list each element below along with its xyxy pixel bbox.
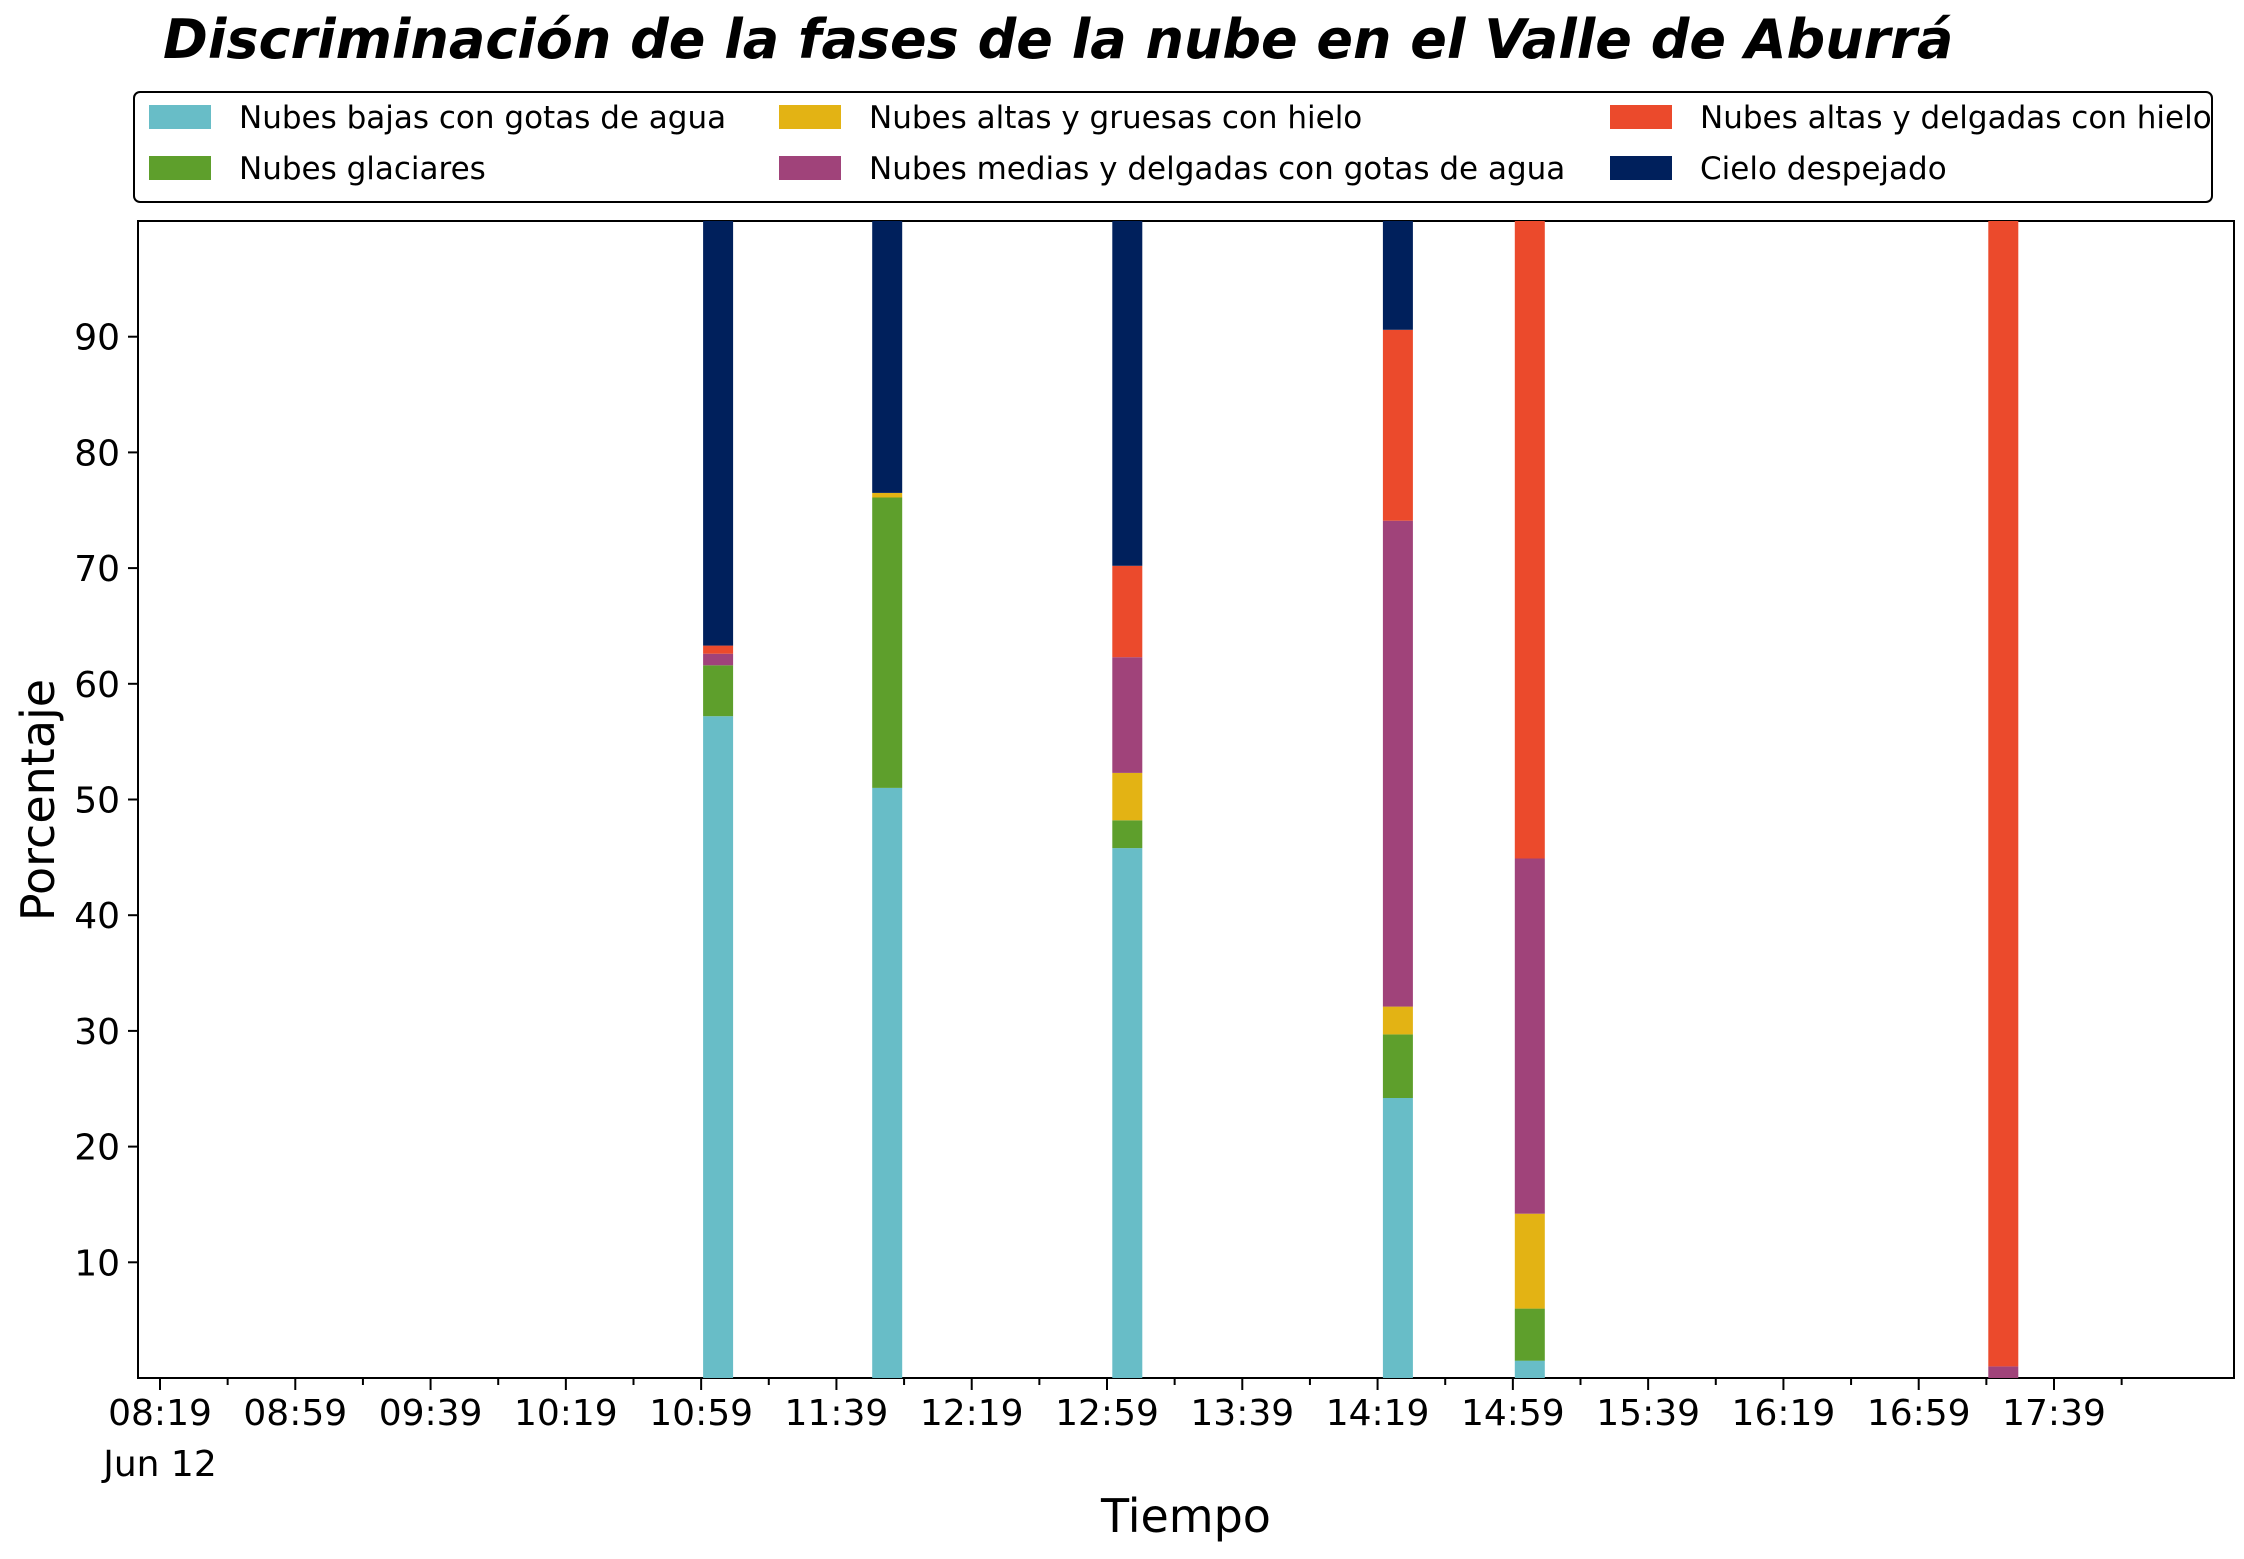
bar-2-series-2: [1112, 772, 1143, 821]
x-tick-label-11: 15:39: [1596, 1393, 1700, 1434]
legend-frame: [133, 91, 2213, 203]
x-tick-label-1: 08:59: [243, 1393, 347, 1434]
x-tick-label-7: 12:59: [1055, 1393, 1159, 1434]
y-axis: 10 20 30 40 50 60 70 80 90: [74, 318, 138, 1284]
bar-0-series-1: [703, 665, 734, 717]
x-tick-label-8: 13:39: [1190, 1393, 1294, 1434]
bar-4-series-2: [1514, 1213, 1545, 1309]
legend-swatch-0: [149, 105, 211, 129]
y-tick-label-40: 40: [74, 896, 120, 937]
bar-5-series-4: [1988, 221, 2019, 1367]
legend-swatch-2: [779, 105, 841, 129]
x-tick-label-9: 14:19: [1326, 1393, 1430, 1434]
legend-label-4: Nubes altas y delgadas con hielo: [1700, 100, 2212, 136]
bars: [703, 221, 2019, 1378]
x-tick-label-0: 08:19: [108, 1393, 212, 1434]
x-tick-label-10: 14:59: [1461, 1393, 1565, 1434]
y-tick-label-60: 60: [74, 665, 120, 706]
x-axis-label: Tiempo: [1100, 1489, 1271, 1543]
legend-swatch-3: [779, 156, 841, 180]
x-tick-label-12: 16:19: [1732, 1393, 1836, 1434]
bar-4-series-4: [1514, 221, 1545, 859]
bar-1-series-1: [872, 497, 903, 788]
legend-swatch-5: [1610, 156, 1672, 180]
bar-2-series-5: [1112, 221, 1143, 566]
bar-1-series-5: [872, 221, 903, 493]
bar-3-series-4: [1382, 329, 1413, 521]
bar-3-series-3: [1382, 520, 1413, 1007]
legend: Nubes bajas con gotas de agua Nubes glaci…: [133, 91, 2213, 203]
legend-label-3: Nubes medias y delgadas con gotas de agu…: [869, 151, 1565, 187]
x-tick-label-14: 17:39: [2002, 1393, 2106, 1434]
legend-label-1: Nubes glaciares: [239, 151, 486, 187]
bar-2-series-3: [1112, 657, 1143, 773]
y-tick-label-90: 90: [74, 318, 120, 359]
bar-2-series-1: [1112, 820, 1143, 849]
y-tick-label-50: 50: [74, 781, 120, 822]
bar-0-series-0: [703, 716, 734, 1378]
legend-label-2: Nubes altas y gruesas con hielo: [869, 100, 1362, 136]
bar-0-series-4: [703, 645, 734, 654]
bar-5-series-3: [1988, 1366, 2019, 1378]
y-tick-label-10: 10: [74, 1243, 120, 1284]
bar-0-series-5: [703, 221, 734, 646]
bar-0-series-3: [703, 653, 734, 666]
bar-4-series-1: [1514, 1308, 1545, 1361]
y-tick-label-30: 30: [74, 1012, 120, 1053]
x-tick-label-3: 10:19: [514, 1393, 618, 1434]
y-tick-label-80: 80: [74, 433, 120, 474]
bar-3-series-1: [1382, 1034, 1413, 1098]
x-tick-label-2: 09:39: [379, 1393, 483, 1434]
legend-label-5: Cielo despejado: [1700, 151, 1947, 187]
bar-3-series-2: [1382, 1006, 1413, 1035]
bar-3-series-0: [1382, 1098, 1413, 1378]
x-tick-label-4: 10:59: [649, 1393, 753, 1434]
bar-1-series-2: [872, 492, 903, 498]
bar-2-series-4: [1112, 565, 1143, 658]
legend-label-0: Nubes bajas con gotas de agua: [239, 100, 726, 136]
x-tick-sublabel: Jun 12: [101, 1444, 217, 1485]
x-tick-label-5: 11:39: [785, 1393, 889, 1434]
bar-2-series-0: [1112, 848, 1143, 1378]
plot-frame: [137, 220, 2235, 1379]
legend-swatch-1: [149, 156, 211, 180]
y-tick-label-70: 70: [74, 549, 120, 590]
x-tick-label-6: 12:19: [920, 1393, 1024, 1434]
bar-1-series-0: [872, 787, 903, 1378]
bar-4-series-0: [1514, 1360, 1545, 1378]
chart-title: Discriminación de la fases de la nube en…: [163, 8, 1953, 71]
legend-swatch-4: [1610, 105, 1672, 129]
y-tick-label-20: 20: [74, 1128, 120, 1169]
x-tick-label-13: 16:59: [1867, 1393, 1971, 1434]
x-axis: 08:19 08:59 09:39 10:19 10:59 11:39 12:19 12:59…: [108, 1378, 2123, 1434]
y-axis-label: Porcentaje: [11, 679, 65, 921]
bar-4-series-3: [1514, 858, 1545, 1214]
bar-3-series-5: [1382, 221, 1413, 330]
